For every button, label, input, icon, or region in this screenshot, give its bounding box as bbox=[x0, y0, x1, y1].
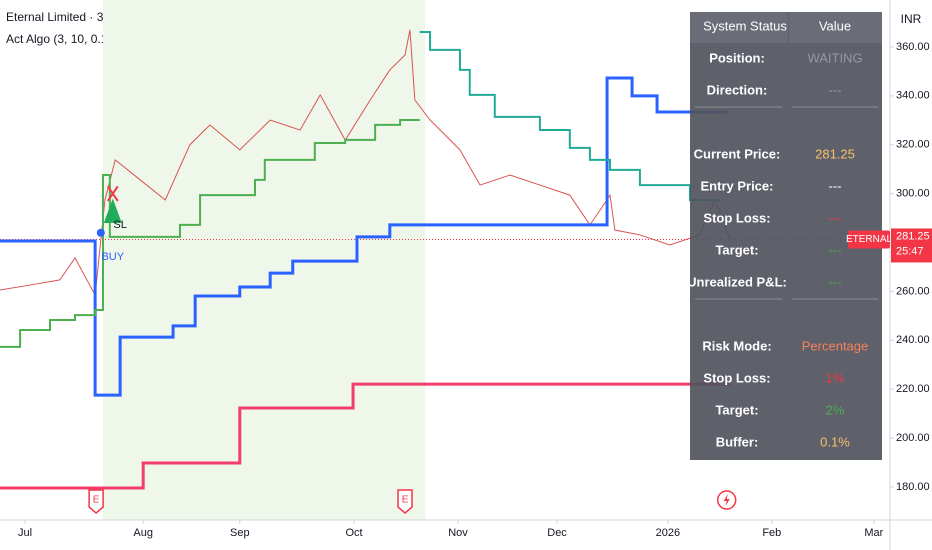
status-table: System Status Value Position: WAITING Direct… bbox=[687, 12, 882, 460]
status-label: Risk Mode: bbox=[702, 338, 771, 353]
status-value: WAITING bbox=[807, 50, 862, 65]
event-badge bbox=[88, 489, 104, 514]
status-label: Direction: bbox=[707, 82, 768, 97]
x-tick-label: Oct bbox=[345, 527, 362, 539]
plot-overlay: BUY SL E E bbox=[88, 185, 737, 514]
x-tick-label: Dec bbox=[547, 527, 567, 539]
plot-lines bbox=[0, 29, 731, 490]
x-tick-label: Mar bbox=[864, 527, 883, 539]
lightning-icon bbox=[723, 494, 730, 506]
price-tag-label: 281.25 bbox=[896, 230, 930, 242]
countdown-label: 25:47 bbox=[896, 245, 924, 257]
status-label: Position: bbox=[709, 50, 765, 65]
event-marker[interactable]: E bbox=[88, 489, 104, 514]
y-tick-label: 320.00 bbox=[896, 139, 930, 151]
table-header-bg bbox=[789, 12, 882, 43]
status-label: Unrealized P&L: bbox=[687, 274, 787, 289]
status-value: --- bbox=[829, 210, 842, 225]
x-tick-label: Sep bbox=[230, 527, 250, 539]
status-label: Buffer: bbox=[716, 434, 759, 449]
y-tick-label: 180.00 bbox=[896, 481, 930, 493]
y-tick-label: 300.00 bbox=[896, 188, 930, 200]
status-value: --- bbox=[829, 242, 842, 257]
currency-label: INR bbox=[901, 12, 922, 26]
symbol-tag bbox=[848, 230, 890, 249]
x-tick-label: Aug bbox=[133, 527, 153, 539]
y-tick-label: 200.00 bbox=[896, 432, 930, 444]
y-tick-label: 360.00 bbox=[896, 41, 930, 53]
price-tag bbox=[891, 228, 932, 263]
table-header-bg bbox=[690, 12, 788, 43]
x-tick-label: Jul bbox=[18, 527, 32, 539]
exit-cross bbox=[106, 185, 119, 202]
table-header: Value bbox=[819, 18, 851, 33]
y-tick-label: 260.00 bbox=[896, 285, 930, 297]
event-label: E bbox=[93, 495, 100, 506]
status-label: Target: bbox=[715, 402, 758, 417]
step-line bbox=[419, 31, 720, 201]
status-label: Current Price: bbox=[694, 146, 781, 161]
status-value: --- bbox=[829, 274, 842, 289]
event-marker[interactable]: E bbox=[397, 489, 413, 514]
status-value: 281.25 bbox=[815, 146, 855, 161]
x-tick-label: 2026 bbox=[656, 527, 680, 539]
step-line bbox=[0, 76, 727, 397]
table-header: System Status bbox=[703, 18, 787, 33]
y-tick-label: 240.00 bbox=[896, 334, 930, 346]
event-marker[interactable] bbox=[716, 490, 737, 510]
status-value: Percentage bbox=[802, 338, 869, 353]
price-line bbox=[0, 29, 731, 297]
annotation: BUY bbox=[101, 251, 124, 263]
event-badge bbox=[397, 489, 413, 514]
status-label: Stop Loss: bbox=[703, 210, 770, 225]
annotation: SL bbox=[113, 219, 126, 231]
status-value: 1% bbox=[826, 370, 845, 385]
x-tick-label: Nov bbox=[448, 527, 468, 539]
status-label: Stop Loss: bbox=[703, 370, 770, 385]
step-line bbox=[0, 382, 731, 490]
y-tick-label: 220.00 bbox=[896, 383, 930, 395]
buy-triangle bbox=[103, 198, 122, 223]
step-line bbox=[0, 119, 420, 348]
status-value: 0.1% bbox=[820, 434, 850, 449]
status-value: --- bbox=[829, 82, 842, 97]
session-highlight bbox=[102, 0, 426, 520]
x-tick-label: Feb bbox=[762, 527, 781, 539]
status-value: --- bbox=[829, 178, 842, 193]
status-label: Target: bbox=[715, 242, 758, 257]
status-label: Entry Price: bbox=[701, 178, 774, 193]
entry-dot bbox=[96, 228, 105, 237]
status-value: 2% bbox=[826, 402, 845, 417]
y-tick-label: 340.00 bbox=[896, 90, 930, 102]
event-label: E bbox=[402, 495, 409, 506]
symbol-tag-label: ETERNAL bbox=[846, 234, 893, 245]
